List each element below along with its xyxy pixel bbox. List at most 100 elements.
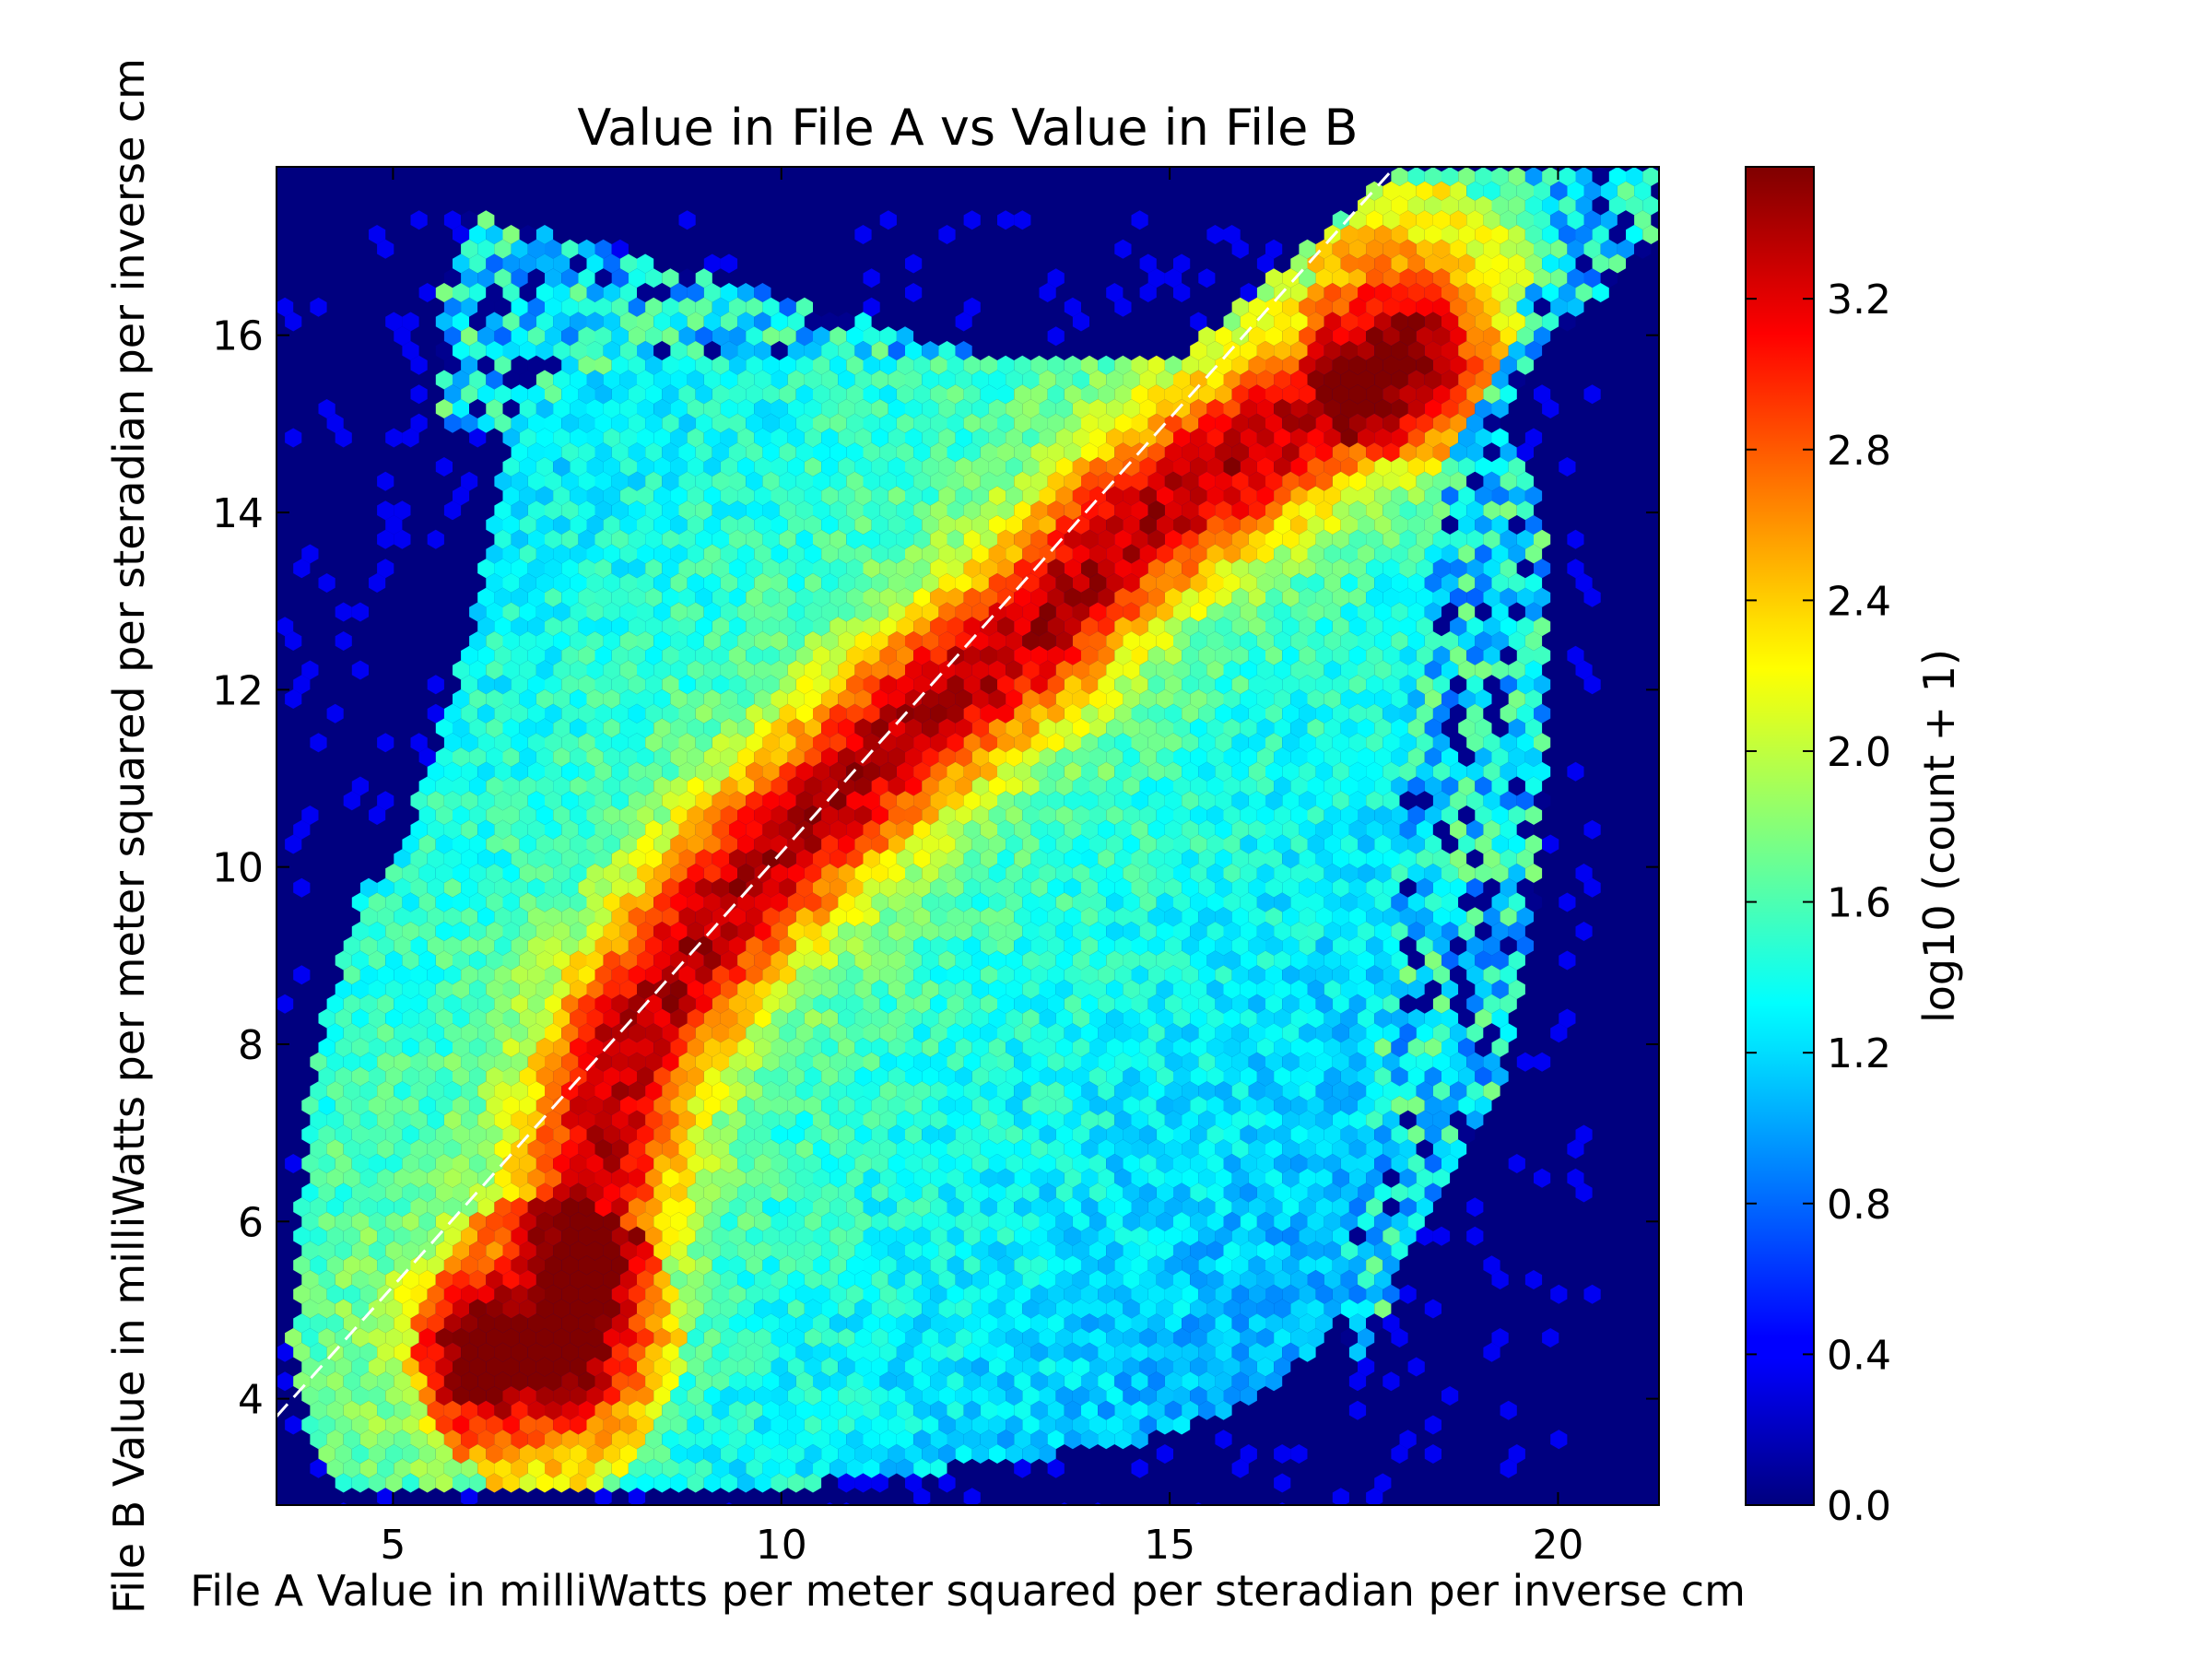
hexbin-cell (1182, 675, 1199, 695)
hexbin-cell (1156, 747, 1173, 767)
hexbin-cell (545, 268, 562, 288)
hexbin-cell (1307, 747, 1324, 767)
hexbin-cell (922, 544, 939, 564)
hexbin-cell (402, 1008, 419, 1029)
hexbin-cell (1374, 341, 1392, 360)
hexbin-cell (527, 355, 545, 375)
hexbin-cell (1106, 515, 1124, 535)
hexbin-cell (1206, 399, 1224, 418)
hexbin-cell (1315, 849, 1333, 869)
hexbin-cell (838, 1299, 855, 1319)
hexbin-cell (1458, 544, 1476, 564)
hexbin-cell (461, 355, 478, 375)
hexbin-cell (1123, 776, 1140, 796)
hexbin-cell (963, 500, 981, 521)
hexbin-cell (1198, 877, 1216, 898)
hexbin-cell (511, 1255, 528, 1276)
hexbin-cell (443, 326, 462, 347)
hexbin-cell (1098, 413, 1115, 433)
hexbin-cell (1265, 761, 1283, 782)
hexbin-cell (285, 631, 302, 651)
hexbin-cell (527, 994, 545, 1014)
hexbin-cell (1047, 791, 1065, 811)
hexbin-cell (1256, 806, 1275, 825)
hexbin-cell (1374, 1124, 1392, 1145)
hexbin-cell (1516, 761, 1534, 782)
hexbin-cell (653, 515, 671, 535)
hexbin-cell (653, 1066, 671, 1087)
hexbin-cell (1299, 1081, 1316, 1101)
hexbin-cell (461, 326, 478, 347)
hexbin-cell (1500, 587, 1517, 607)
hexbin-cell (955, 1212, 972, 1231)
hexbin-cell (511, 297, 528, 317)
hexbin-cell (1047, 500, 1065, 521)
hexbin-cell (980, 761, 997, 782)
hexbin-cell (1265, 645, 1283, 665)
hexbin-cell (1047, 733, 1065, 753)
hexbin-cell (1055, 864, 1073, 883)
hexbin-cell (821, 1241, 839, 1261)
hexbin-cell (535, 1096, 554, 1115)
hexbin-cell (678, 268, 696, 288)
hexbin-cell (1198, 849, 1216, 869)
hexbin-cell (1407, 1124, 1425, 1145)
hexbin-cell (1064, 384, 1081, 405)
hexbin-cell (494, 965, 512, 985)
hexbin-cell (1358, 253, 1375, 274)
hexbin-cell (469, 253, 487, 274)
hexbin-cell (1274, 689, 1291, 709)
hexbin-cell (888, 457, 905, 477)
hexbin-cell (1022, 428, 1040, 448)
hexbin-cell (293, 1255, 311, 1276)
hexbin-cell (561, 1023, 579, 1043)
hexbin-cell (619, 1124, 637, 1145)
hexbin-cell (695, 559, 712, 579)
hexbin-cell (662, 384, 679, 405)
hexbin-cell (394, 1110, 411, 1130)
hexbin-cell (830, 413, 847, 433)
hexbin-cell (1575, 283, 1593, 302)
hexbin-cell (922, 864, 939, 883)
hexbin-cell (1114, 239, 1132, 259)
hexbin-cell (787, 689, 805, 709)
hexbin-cell (997, 791, 1015, 811)
hexbin-cell (1315, 500, 1333, 521)
hexbin-cell (1114, 733, 1132, 753)
hexbin-cell (854, 515, 872, 535)
hexbin-cell (1139, 631, 1157, 651)
hexbin-cell (578, 1284, 595, 1304)
hexbin-cell (771, 1154, 788, 1173)
hexbin-cell (1324, 1182, 1341, 1203)
hexbin-cell (453, 283, 470, 302)
hexbin-cell (527, 703, 545, 724)
hexbin-cell (1358, 457, 1375, 477)
hexbin-cell (888, 341, 905, 360)
hexbin-cell (603, 1008, 620, 1029)
hexbin-cell (804, 689, 822, 709)
hexbin-cell (519, 689, 536, 709)
hexbin-cell (1072, 1096, 1089, 1115)
hexbin-cell (385, 312, 403, 332)
hexbin-cell (394, 994, 411, 1014)
hexbin-cell (703, 1038, 721, 1057)
hexbin-cell (486, 892, 503, 912)
hexbin-cell (619, 864, 637, 883)
hexbin-cell (678, 791, 696, 811)
hexbin-cell (1348, 268, 1367, 288)
hexbin-cell (410, 1284, 428, 1304)
hexbin-cell (1307, 1124, 1324, 1145)
hexbin-cell (1374, 718, 1392, 738)
hexbin-cell (896, 413, 914, 433)
hexbin-cell (846, 1052, 864, 1072)
hexbin-cell (1198, 1168, 1216, 1188)
hexbin-cell (830, 907, 847, 927)
hexbin-cell (678, 617, 696, 637)
hexbin-cell (1391, 341, 1408, 360)
hexbin-cell (645, 761, 663, 782)
hexbin-cell (1348, 1081, 1367, 1101)
hexbin-cell (1265, 703, 1283, 724)
hexbin-cell (1290, 399, 1308, 418)
hexbin-cell (1542, 399, 1559, 418)
hexbin-cell (1358, 660, 1375, 680)
